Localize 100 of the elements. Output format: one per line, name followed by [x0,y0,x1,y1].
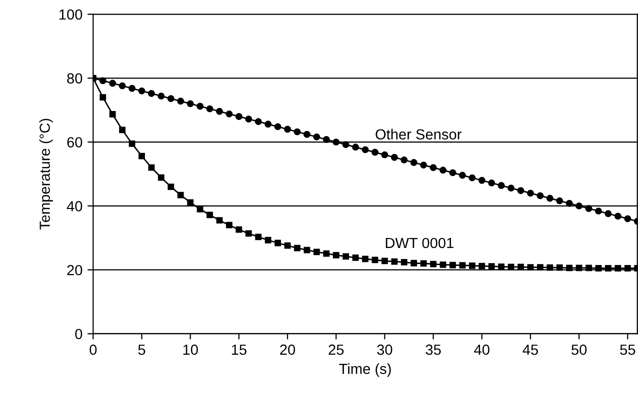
point [614,212,622,220]
point [624,265,631,272]
point [440,262,446,268]
point [614,265,622,272]
point [508,264,514,270]
y-tick-label: 20 [67,264,82,276]
point [546,264,554,271]
point [586,264,592,272]
y-tick-label: 0 [75,328,82,340]
point [158,174,164,181]
point [235,113,242,120]
point [420,260,427,267]
point [216,217,223,224]
point [342,141,350,148]
point [381,151,388,158]
point [566,200,573,207]
point [536,192,544,200]
point [148,164,155,171]
point [508,184,514,192]
point [527,264,534,270]
point [313,248,320,256]
point [595,208,602,215]
point [167,95,174,102]
point [264,236,272,244]
point [216,108,223,115]
point [420,162,428,169]
point [128,84,136,92]
point [138,152,145,160]
point [458,172,466,179]
y-tick-label: 80 [67,73,82,84]
point [206,105,214,112]
point [498,263,505,270]
point [119,126,126,134]
point [372,256,378,264]
x-tick-label: 5 [138,344,146,355]
point [196,102,204,110]
point [391,258,398,265]
point [400,156,408,164]
point [430,260,436,268]
x-tick-label: 25 [328,344,344,355]
point [138,87,146,94]
point [177,192,184,198]
point [294,244,300,252]
point [100,94,106,101]
x-tick-label: 0 [90,344,97,355]
x-tick-label: 45 [522,344,538,355]
point [362,256,368,262]
point [517,187,524,194]
point [255,234,262,240]
point [274,240,281,246]
point [459,262,466,269]
point [177,98,184,105]
point [468,262,476,269]
point [245,116,252,123]
point [206,212,213,218]
point [576,264,582,272]
point [148,90,155,97]
point [342,253,350,260]
y-tick-label: 40 [66,201,82,212]
point [226,222,232,228]
point [488,263,495,270]
point [468,174,476,182]
point [362,146,369,154]
point [566,264,573,272]
point [109,80,116,87]
point [128,140,136,147]
point [158,92,165,100]
point [400,258,408,266]
x-tick-label: 55 [620,344,636,355]
point [264,120,272,128]
x-tick-label: 15 [232,344,246,355]
point [226,110,233,118]
point [352,254,359,261]
point [536,264,544,270]
point [245,230,252,237]
point [556,197,564,204]
x-axis-title: Time (s) [339,363,391,377]
point [585,205,592,212]
point [303,130,310,138]
point [352,144,360,151]
point [304,246,310,254]
x-tick-label: 20 [280,344,296,355]
point [556,264,563,271]
point [323,250,330,257]
series-label: DWT 0001 [386,238,454,248]
point [236,226,242,233]
point [526,190,534,197]
y-tick-label: 100 [60,9,82,20]
x-tick-label: 40 [474,344,490,355]
point [372,148,378,156]
point [518,264,524,270]
point [109,111,116,118]
point [488,179,496,186]
point [284,126,291,133]
x-tick-label: 50 [572,344,587,355]
point [410,260,418,266]
point [168,184,174,190]
point [450,262,456,268]
x-tick-label: 35 [426,344,441,355]
series-label: Other Sensor [376,128,462,140]
